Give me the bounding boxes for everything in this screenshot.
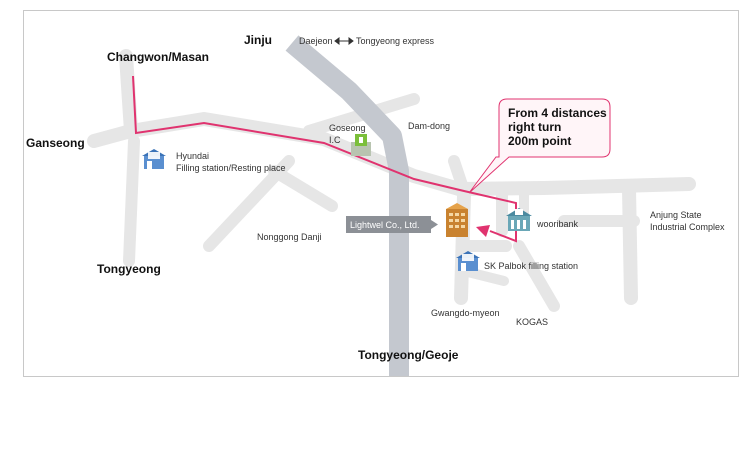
highway bbox=[285, 35, 409, 376]
place-dam-dong: Dam-dong bbox=[408, 121, 450, 131]
place-changwon-masan: Changwon/Masan bbox=[107, 50, 209, 64]
callout-line1: From 4 distances bbox=[508, 106, 607, 120]
place-jinju: Jinju bbox=[244, 33, 272, 47]
callout-line3: 200m point bbox=[508, 134, 571, 148]
place-hyundai: Hyundai bbox=[176, 151, 209, 161]
place-goseong-ic: I.C bbox=[329, 135, 341, 145]
place-daejeon: Daejeon bbox=[299, 36, 333, 46]
company-name: Lightwel Co., Ltd. bbox=[350, 220, 420, 230]
direction-callout: From 4 distances right turn 200m point bbox=[468, 98, 611, 194]
bank-icon bbox=[506, 208, 532, 231]
callout-line2: right turn bbox=[508, 120, 561, 134]
office-building-icon bbox=[446, 203, 468, 237]
place-tongyeong-express: Tongyeong express bbox=[356, 36, 435, 46]
company-label: Lightwel Co., Ltd. bbox=[346, 216, 438, 233]
place-hyundai-sub: Filling station/Resting place bbox=[176, 163, 286, 173]
place-goseong: Goseong bbox=[329, 123, 366, 133]
place-gwangdo: Gwangdo-myeon bbox=[431, 308, 500, 318]
place-nonggong: Nonggong Danji bbox=[257, 232, 322, 242]
place-sk-palbok: SK Palbok filling station bbox=[484, 261, 578, 271]
road-network bbox=[87, 49, 696, 312]
place-anjung: Anjung State bbox=[650, 210, 702, 220]
gas-station-icon bbox=[142, 149, 166, 169]
interchange-icon bbox=[351, 134, 371, 156]
place-tongyeong: Tongyeong bbox=[97, 262, 161, 276]
gas-station-icon bbox=[456, 251, 480, 271]
route-arrow-icon bbox=[476, 225, 490, 237]
double-arrow-icon bbox=[334, 37, 354, 45]
place-tongyeong-geoje: Tongyeong/Geoje bbox=[358, 348, 459, 362]
place-wooribank: wooribank bbox=[536, 219, 579, 229]
place-anjung-industrial: Industrial Complex bbox=[650, 222, 725, 232]
place-ganseong: Ganseong bbox=[26, 136, 85, 150]
location-map: From 4 distances right turn 200m point J… bbox=[23, 10, 739, 377]
place-kogas: KOGAS bbox=[516, 317, 548, 327]
